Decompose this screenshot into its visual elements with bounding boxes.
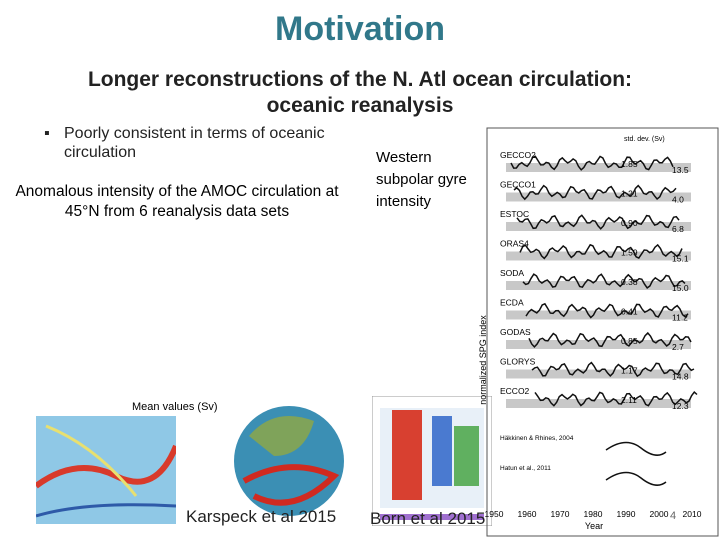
- band: [506, 251, 691, 261]
- row-trend: 15.1: [672, 254, 689, 264]
- y-label: normalized SPG index: [478, 315, 488, 405]
- header: std. dev. (Sv): [624, 136, 665, 143]
- x-tick-label: 1960: [518, 509, 537, 519]
- row-std: 0.90: [621, 218, 638, 228]
- x-tick-label: 1980: [584, 509, 603, 519]
- band: [506, 281, 691, 290]
- row-name: GLORYS: [500, 357, 536, 367]
- globe: [234, 406, 344, 516]
- x-tick-label: 2000: [650, 509, 669, 519]
- row-name: GODAS: [500, 327, 531, 337]
- series-line: [528, 331, 692, 349]
- frame: [486, 127, 719, 537]
- series-line: [516, 214, 680, 230]
- series-line: [513, 184, 677, 201]
- row-name: SODA: [500, 268, 524, 278]
- citation: Born et al 2015: [370, 509, 486, 528]
- series-line: [510, 155, 674, 171]
- row-name: ORAS4: [500, 239, 529, 249]
- row-name: GECCO1: [500, 180, 536, 190]
- title: Motivation: [275, 10, 445, 48]
- series-line: [534, 390, 698, 407]
- row-std: 1.17: [621, 366, 638, 376]
- row-trend: 13.5: [672, 165, 689, 175]
- x-tick-label: 1990: [617, 509, 636, 519]
- page-number: 4: [670, 510, 677, 522]
- x-tick-label: 1970: [551, 509, 570, 519]
- row-std: 0.38: [621, 277, 638, 287]
- band: [506, 192, 691, 202]
- row-trend: 2.7: [672, 342, 684, 352]
- x-tick-label: 2010: [683, 509, 702, 519]
- mean-label: Mean values (Sv): [132, 401, 218, 413]
- heatmap: [372, 396, 492, 526]
- row-std: 2.11: [621, 395, 637, 405]
- series-line: [519, 243, 683, 260]
- subtitle: oceanic reanalysis: [266, 94, 454, 117]
- row-std: 1.59: [621, 248, 638, 258]
- spg-figure: std. dev. (Sv) normalized SPG index GECCO2…: [478, 127, 719, 537]
- row-trend: 14.8: [672, 372, 689, 382]
- row-std: 0.85: [621, 336, 638, 346]
- obs-label: Hatun et al., 2011: [500, 465, 551, 472]
- band: [506, 369, 691, 379]
- series-line: [522, 273, 686, 289]
- obs-line: [605, 471, 667, 486]
- series-line: [531, 361, 695, 378]
- x-label: Year: [585, 521, 603, 531]
- subtitle: Longer reconstructions of the N. Atl oce…: [87, 68, 633, 91]
- spg-label: Western subpolar gyre intensity: [376, 149, 467, 210]
- obs-label: Häkkinen & Rhines, 2004: [500, 435, 574, 442]
- row-std: 0.41: [621, 307, 638, 317]
- caption: Anomalous intensity of the AMOC circulat…: [15, 183, 339, 220]
- row-trend: 4.0: [672, 195, 684, 205]
- row-name: ESTOC: [500, 209, 529, 219]
- row-name: ECDA: [500, 298, 524, 308]
- x-tick-label: 1950: [485, 509, 504, 519]
- ocean-map: [36, 416, 176, 524]
- row-name: ECCO2: [500, 386, 530, 396]
- row-trend: 6.8: [672, 224, 684, 234]
- obs-line: [605, 441, 667, 456]
- row-std: 1.21: [621, 189, 638, 199]
- bullet: Poorly consistent in terms of oceanic ci…: [44, 124, 354, 162]
- row-trend: 12.3: [672, 401, 689, 411]
- citation: Karspeck et al 2015: [186, 507, 337, 526]
- row-std: 1.85: [621, 159, 638, 169]
- row-trend: 11.2: [672, 313, 688, 323]
- series-line: [525, 302, 689, 319]
- band: [506, 310, 691, 320]
- row-name: GECCO2: [500, 150, 536, 160]
- band: [506, 399, 691, 408]
- band: [506, 163, 691, 172]
- row-trend: 15.0: [672, 283, 689, 293]
